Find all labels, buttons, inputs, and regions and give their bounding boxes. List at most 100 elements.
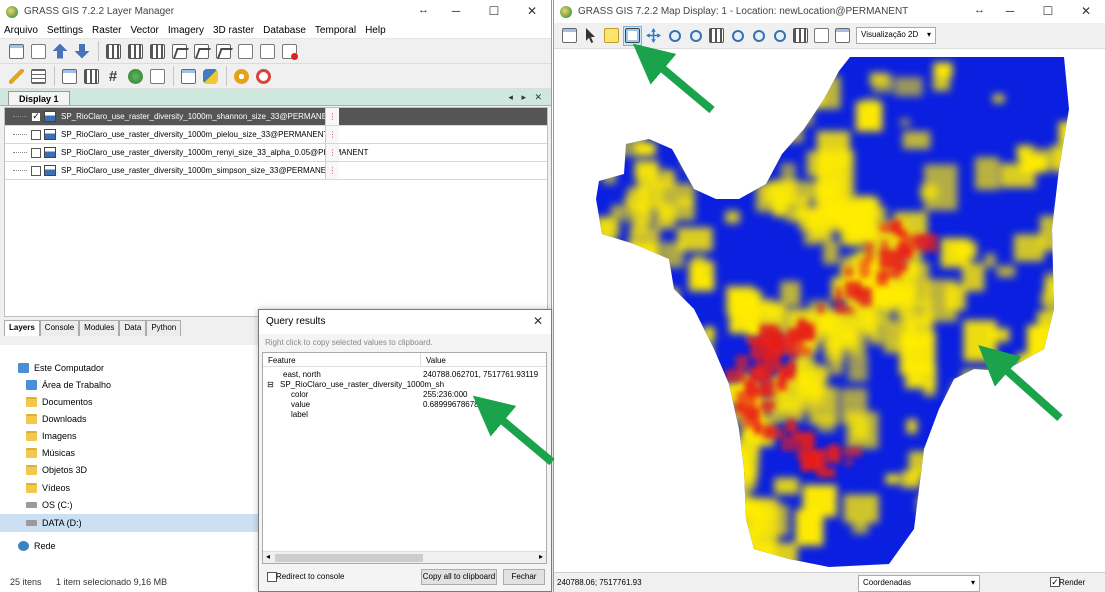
scrollbar-thumb[interactable]: [275, 554, 423, 562]
tab-controls[interactable]: ◂ ▸ ✕: [508, 92, 545, 102]
add-group-button[interactable]: [235, 41, 255, 61]
add-vector-button[interactable]: [169, 41, 189, 61]
close-button[interactable]: ✕: [526, 4, 538, 18]
maximize-button[interactable]: ☐: [1042, 4, 1054, 18]
zoom-in-button[interactable]: [665, 26, 684, 46]
new-display-button[interactable]: [6, 41, 26, 61]
edit-vector-button[interactable]: [6, 66, 26, 86]
menu-vector[interactable]: Vector: [130, 25, 159, 36]
save-workspace-button[interactable]: [72, 41, 92, 61]
tab-display-1[interactable]: Display 1: [8, 91, 70, 105]
layer-row[interactable]: SP_RioClaro_use_raster_diversity_1000m_r…: [5, 144, 547, 162]
add-multiple-raster-button[interactable]: [125, 41, 145, 61]
map-canvas[interactable]: [554, 49, 1105, 571]
graphical-modeler-button[interactable]: [125, 66, 145, 86]
pan-button[interactable]: [644, 26, 663, 46]
maximize-button[interactable]: ☐: [488, 4, 500, 18]
minimize-button[interactable]: ─: [1005, 4, 1015, 18]
color-label[interactable]: color: [291, 390, 309, 399]
layer-row[interactable]: SP_RioClaro_use_raster_diversity_1000m_s…: [5, 162, 547, 180]
zoom-extent-button[interactable]: [707, 26, 726, 46]
menu-temporal[interactable]: Temporal: [314, 25, 357, 36]
scroll-left-icon[interactable]: ◂: [266, 552, 271, 561]
nav-item-downloads[interactable]: Downloads: [26, 414, 87, 424]
python-shell-button[interactable]: [200, 66, 220, 86]
layer-row[interactable]: ✓ SP_RioClaro_use_raster_diversity_1000m…: [5, 108, 547, 126]
add-overlay-button[interactable]: [257, 41, 277, 61]
column-feature[interactable]: Feature: [263, 353, 421, 366]
menu-arquivo[interactable]: Arquivo: [4, 25, 38, 36]
layer-checkbox[interactable]: ✓: [31, 111, 41, 122]
map-calculator-button[interactable]: [59, 66, 79, 86]
redirect-checkbox[interactable]: [267, 572, 277, 582]
select-button[interactable]: [602, 26, 621, 46]
east-north-label[interactable]: east, north: [283, 370, 321, 379]
menu-raster[interactable]: Raster: [92, 25, 122, 36]
zoom-out-button[interactable]: [686, 26, 705, 46]
tab-data[interactable]: Data: [119, 320, 147, 336]
zoom-options-button[interactable]: [770, 26, 789, 46]
nav-item-videos[interactable]: Vídeos: [26, 483, 70, 493]
minimize-button[interactable]: ─: [451, 4, 461, 18]
render-map-button[interactable]: [560, 26, 579, 46]
save-display-button[interactable]: [833, 26, 852, 46]
view-mode-select[interactable]: Visualização 2D ▾: [856, 27, 936, 44]
attribute-table-button[interactable]: [28, 66, 48, 86]
overlay-button[interactable]: [812, 26, 831, 46]
menu-database[interactable]: Database: [263, 25, 306, 36]
add-multiple-vector-button[interactable]: [191, 41, 211, 61]
layer-checkbox[interactable]: [31, 129, 41, 140]
nav-item-data-d[interactable]: DATA (D:): [26, 518, 82, 528]
menu-settings[interactable]: Settings: [46, 25, 84, 36]
close-button[interactable]: ✕: [1080, 4, 1092, 18]
add-vector-misc-button[interactable]: [213, 41, 233, 61]
layer-options-icon[interactable]: ⋮: [325, 162, 339, 179]
nav-item-imagens[interactable]: Imagens: [26, 431, 77, 441]
layer-checkbox[interactable]: [31, 147, 41, 158]
east-north-value[interactable]: 240788.062701, 7517761.93119: [423, 370, 539, 379]
color-value[interactable]: 255:236:000: [423, 390, 468, 399]
tab-console[interactable]: Console: [39, 320, 80, 336]
collapse-toggle-icon[interactable]: ⊟: [267, 380, 274, 389]
nav-item-documentos[interactable]: Documentos: [26, 397, 93, 407]
value-label[interactable]: value: [291, 400, 311, 409]
add-raster-misc-button[interactable]: [147, 41, 167, 61]
layer-options-icon[interactable]: ⋮: [325, 108, 339, 125]
open-workspace-button[interactable]: [50, 41, 70, 61]
georectify-button[interactable]: [147, 66, 167, 86]
value-value[interactable]: 0.689996786786821: [423, 400, 497, 409]
render-checkbox[interactable]: ✓: [1050, 576, 1060, 587]
nav-item-objetos-3d[interactable]: Objetos 3D: [26, 465, 87, 475]
scroll-right-icon[interactable]: ▸: [538, 552, 543, 561]
nav-item-musicas[interactable]: Músicas: [26, 448, 75, 458]
column-value[interactable]: Value: [426, 356, 446, 365]
close-button[interactable]: Fechar: [503, 569, 545, 585]
raster-map-calc-button[interactable]: [81, 66, 101, 86]
nav-item-rede[interactable]: Rede: [18, 541, 56, 551]
copy-all-button[interactable]: Copy all to clipboard: [421, 569, 497, 585]
zoom-back-button[interactable]: [749, 26, 768, 46]
nav-item-este-computador[interactable]: Este Computador: [18, 363, 104, 373]
analyze-button[interactable]: [791, 26, 810, 46]
grid-button[interactable]: #: [103, 66, 123, 86]
tab-modules[interactable]: Modules: [79, 320, 120, 336]
nav-item-os-c[interactable]: OS (C:): [26, 500, 73, 510]
layer-row[interactable]: SP_RioClaro_use_raster_diversity_1000m_p…: [5, 126, 547, 144]
queried-layer-label[interactable]: SP_RioClaro_use_raster_diversity_1000m_s…: [280, 380, 445, 389]
nav-item-area-de-trabalho[interactable]: Área de Trabalho: [26, 380, 111, 390]
close-icon[interactable]: ✕: [532, 314, 543, 328]
tab-layers[interactable]: Layers: [4, 320, 40, 336]
layer-options-icon[interactable]: ⋮: [325, 144, 339, 161]
remove-layer-button[interactable]: [279, 41, 299, 61]
help-button[interactable]: [253, 66, 273, 86]
query-button[interactable]: [623, 25, 642, 46]
menu-imagery[interactable]: Imagery: [167, 25, 204, 36]
menu-3d-raster[interactable]: 3D raster: [212, 25, 255, 36]
menu-help[interactable]: Help: [365, 25, 386, 36]
layer-checkbox[interactable]: [31, 165, 41, 176]
pointer-button[interactable]: [581, 26, 600, 46]
tab-python[interactable]: Python: [146, 320, 182, 336]
cartographic-composer-button[interactable]: [178, 66, 198, 86]
layer-options-icon[interactable]: ⋮: [325, 126, 339, 143]
new-workspace-button[interactable]: [28, 41, 48, 61]
